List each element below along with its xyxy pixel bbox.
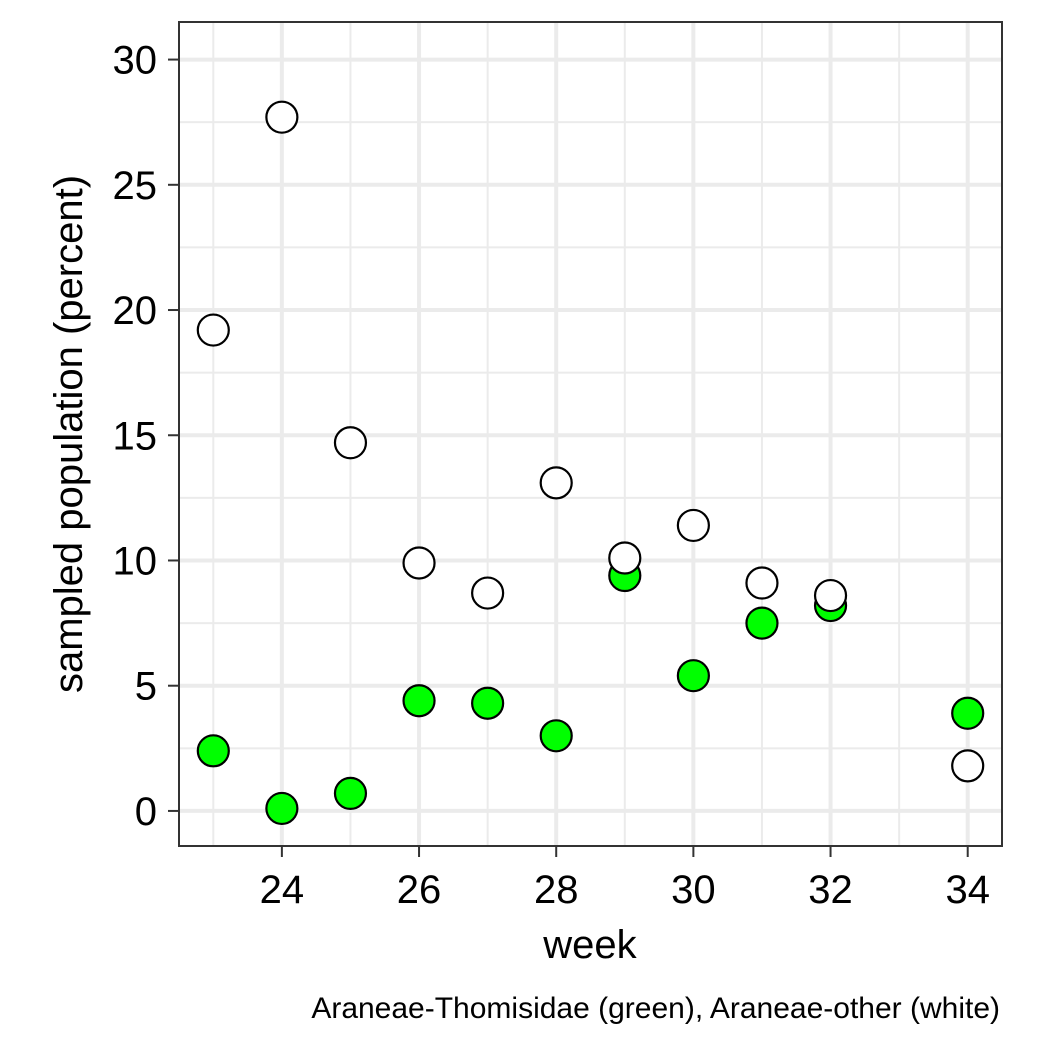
y-axis-title: sampled population (percent) — [47, 175, 91, 693]
data-point-series-2 — [539, 466, 573, 500]
x-tick-label: 26 — [397, 868, 442, 912]
x-tick-label: 32 — [808, 868, 853, 912]
y-tick-label: 0 — [135, 790, 157, 834]
y-tick-label: 25 — [113, 164, 158, 208]
y-tick-label: 20 — [113, 289, 158, 333]
data-point-series-1 — [539, 719, 573, 753]
x-tick-label: 24 — [260, 868, 305, 912]
x-tick-label: 34 — [945, 868, 990, 912]
x-tick-label: 30 — [671, 868, 716, 912]
y-tick-label: 15 — [113, 414, 158, 458]
plot-border — [178, 21, 1003, 847]
data-point-series-1 — [402, 684, 436, 718]
chart-caption: Araneae-Thomisidae (green), Araneae-othe… — [311, 992, 1000, 1025]
data-point-series-2 — [402, 546, 436, 580]
y-tick-label: 5 — [135, 665, 157, 709]
major-gridlines — [179, 22, 1002, 846]
data-point-series-2 — [608, 541, 642, 575]
data-point-series-1 — [333, 776, 368, 811]
data-point-series-1 — [196, 734, 230, 768]
x-axis-title: week — [542, 923, 637, 967]
data-point-series-1 — [951, 696, 985, 730]
y-axis: 0 5 10 15 20 25 30 — [113, 39, 179, 834]
data-point-series-1 — [265, 791, 299, 826]
data-points — [196, 100, 985, 826]
data-point-series-2 — [813, 578, 848, 613]
data-point-series-1 — [676, 659, 710, 693]
x-axis: 24 26 28 30 32 34 — [260, 846, 990, 912]
data-point-series-2 — [265, 100, 299, 134]
data-point-series-2 — [471, 576, 505, 610]
x-tick-label: 28 — [534, 868, 579, 912]
y-tick-label: 30 — [113, 39, 158, 83]
data-point-series-1 — [471, 686, 505, 720]
data-point-series-2 — [333, 426, 368, 460]
data-point-series-2 — [745, 566, 779, 600]
data-point-series-1 — [745, 606, 779, 640]
data-point-series-2 — [676, 508, 710, 543]
data-point-series-2 — [951, 749, 985, 783]
data-point-series-2 — [196, 313, 230, 347]
y-tick-label: 10 — [113, 539, 158, 583]
